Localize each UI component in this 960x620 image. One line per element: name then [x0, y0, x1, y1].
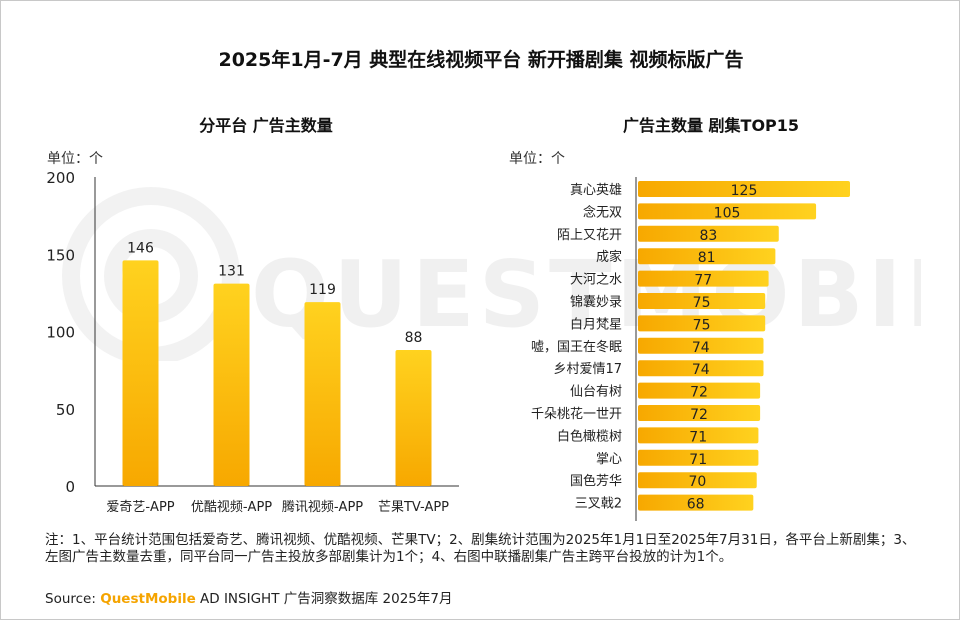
- category-label: 成家: [596, 249, 622, 265]
- category-label: 乡村爱情17: [553, 362, 622, 377]
- right-chart-title: 广告主数量 剧集TOP15: [622, 116, 800, 135]
- x-tick-label: 优酷视频-APP: [191, 500, 272, 515]
- left-chart-title: 分平台 广告主数量: [199, 116, 333, 135]
- left-unit-label: 单位：个: [47, 151, 103, 167]
- bar: [122, 260, 159, 486]
- bar: [638, 293, 766, 309]
- category-label: 嘘，国王在冬眠: [531, 339, 622, 355]
- right-bar-chart: 真心英雄 125 念无双 105 陌上又花开 83 成家 81 大河之水 77 锦囊妙录 75 白月梵星…: [531, 177, 850, 521]
- bar: [638, 382, 761, 399]
- bar-value-label: 83: [699, 228, 717, 244]
- bar-value-label: 75: [693, 317, 711, 333]
- y-tick-label: 50: [56, 401, 75, 419]
- source-label: Source:: [45, 591, 96, 607]
- category-label: 锦囊妙录: [570, 294, 622, 310]
- bar: [638, 360, 764, 377]
- watermark-text: QUESTMOBILE: [251, 241, 921, 348]
- bar-value-label: 72: [690, 407, 708, 423]
- bar-value-label: 81: [698, 250, 716, 266]
- bar-value-label: 125: [731, 183, 758, 199]
- category-label: 掌心: [596, 452, 622, 467]
- bar: [395, 350, 432, 486]
- bar: [638, 405, 761, 421]
- right-unit-label: 单位：个: [509, 151, 565, 167]
- bar: [638, 225, 779, 242]
- category-label: 白月梵星: [570, 316, 622, 332]
- bar: [638, 449, 759, 466]
- main-title: 2025年1月-7月 典型在线视频平台 新开播剧集 视频标版广告: [218, 49, 744, 71]
- bar: [638, 315, 766, 332]
- x-tick-label: 芒果TV-APP: [378, 499, 449, 515]
- y-tick-label: 200: [46, 169, 75, 187]
- source-brand: QuestMobile: [100, 591, 196, 607]
- y-tick-label: 100: [46, 324, 75, 342]
- source-text: AD INSIGHT 广告洞察数据库 2025年7月: [200, 591, 453, 607]
- bar-value-label: 77: [694, 273, 712, 289]
- category-label: 三叉戟2: [575, 497, 622, 512]
- bar: [638, 203, 817, 220]
- bar: [638, 248, 776, 265]
- y-tick-label: 0: [65, 478, 75, 496]
- bar: [213, 283, 250, 486]
- category-label: 国色芳华: [570, 473, 622, 489]
- y-tick-label: 150: [46, 246, 75, 264]
- bar-value-label: 75: [693, 295, 711, 311]
- bar-value-label: 119: [309, 282, 336, 298]
- source-line: Source: QuestMobile AD INSIGHT 广告洞察数据库 2…: [45, 587, 452, 607]
- bar-value-label: 72: [690, 385, 708, 401]
- left-bar-chart: 0 50 100 150 200 146 爱奇艺-APP 131 优酷视频-APP 119 腾讯视频…: [46, 169, 459, 515]
- bar: [638, 427, 759, 444]
- x-tick-label: 爱奇艺-APP: [106, 499, 174, 515]
- bar: [638, 181, 850, 197]
- bar: [638, 270, 769, 287]
- category-label: 大河之水: [570, 273, 622, 288]
- footnote: 注：1、平台统计范围包括爱奇艺、腾讯视频、优酷视频、芒果TV；2、剧集统计范围为…: [45, 532, 916, 565]
- bar: [638, 337, 764, 354]
- bar-value-label: 68: [687, 497, 705, 513]
- bar: [638, 494, 754, 511]
- bar: [304, 302, 341, 486]
- bar-value-label: 131: [218, 264, 245, 280]
- category-label: 念无双: [583, 204, 622, 220]
- category-label: 白色橄榄树: [557, 428, 622, 444]
- category-label: 真心英雄: [570, 183, 622, 198]
- bar-value-label: 105: [714, 205, 741, 221]
- category-label: 千朵桃花一世开: [531, 406, 622, 422]
- watermark: QUESTMOBILE: [62, 187, 921, 361]
- bar-value-label: 74: [692, 340, 710, 356]
- category-label: 仙台有树: [570, 385, 622, 400]
- bar-value-label: 146: [127, 240, 154, 256]
- bar-value-label: 70: [688, 474, 706, 490]
- bar-value-label: 71: [689, 452, 707, 468]
- category-label: 陌上又花开: [557, 227, 622, 243]
- bar-value-label: 74: [692, 362, 710, 378]
- bar-value-label: 88: [405, 330, 423, 346]
- bar-value-label: 71: [689, 429, 707, 445]
- bar: [638, 472, 757, 489]
- x-tick-label: 腾讯视频-APP: [282, 499, 363, 515]
